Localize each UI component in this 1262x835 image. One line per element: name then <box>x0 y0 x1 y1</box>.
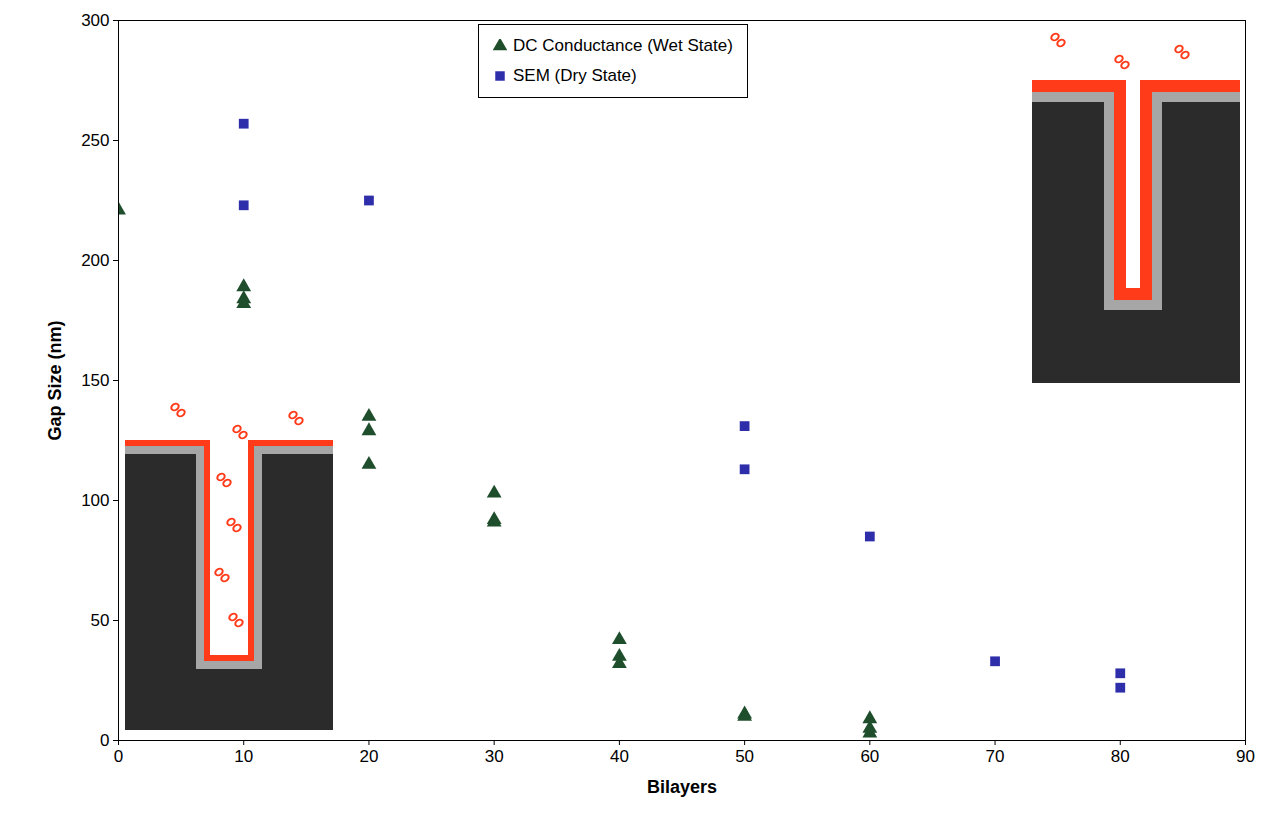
html-text:SEM (Dry State): SEM (Dry State) <box>513 66 637 85</box>
svg-text:250: 250 <box>81 131 109 150</box>
svg-text:Gap Size (nm): Gap Size (nm) <box>45 320 65 440</box>
svg-text:50: 50 <box>91 611 110 630</box>
svg-text:50: 50 <box>735 747 754 766</box>
svg-text:20: 20 <box>359 747 378 766</box>
svg-text:60: 60 <box>860 747 879 766</box>
svg-text:40: 40 <box>610 747 629 766</box>
svg-text:90: 90 <box>1236 747 1255 766</box>
svg-text:100: 100 <box>81 491 109 510</box>
svg-text:Bilayers: Bilayers <box>647 777 717 797</box>
svg-text:80: 80 <box>1111 747 1130 766</box>
svg-text:0: 0 <box>114 747 123 766</box>
svg-text:200: 200 <box>81 251 109 270</box>
svg-text:30: 30 <box>485 747 504 766</box>
svg-text:300: 300 <box>81 11 109 30</box>
svg-text:70: 70 <box>986 747 1005 766</box>
svg-text:150: 150 <box>81 371 109 390</box>
svg-text:10: 10 <box>234 747 253 766</box>
svg-text:0: 0 <box>100 731 109 750</box>
html-text:DC Conductance (Wet State): DC Conductance (Wet State) <box>513 36 733 55</box>
